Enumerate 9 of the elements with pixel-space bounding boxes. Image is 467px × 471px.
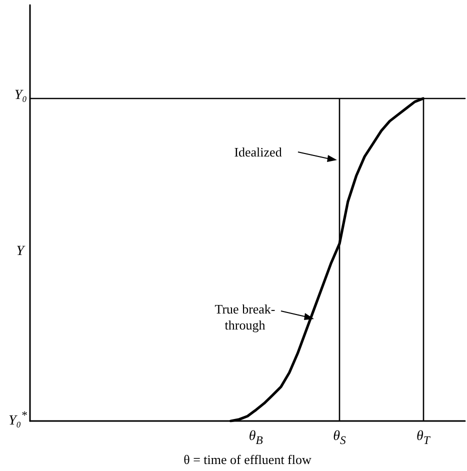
annotation: True break- through: [214, 302, 276, 332]
text: Y₀$^{*}$: [8, 408, 27, 430]
x-tick-label: θ$_{S}$: [332, 429, 347, 449]
text: Y: [15, 244, 24, 260]
x-tick-label: θ$_{T}$: [415, 429, 432, 449]
text: Y₀: [13, 88, 27, 104]
x-axis-title: θ = time of effluent flow: [184, 452, 312, 467]
annotation: Idealized: [234, 144, 282, 160]
x-tick-label: θ$_{B}$: [248, 429, 264, 449]
